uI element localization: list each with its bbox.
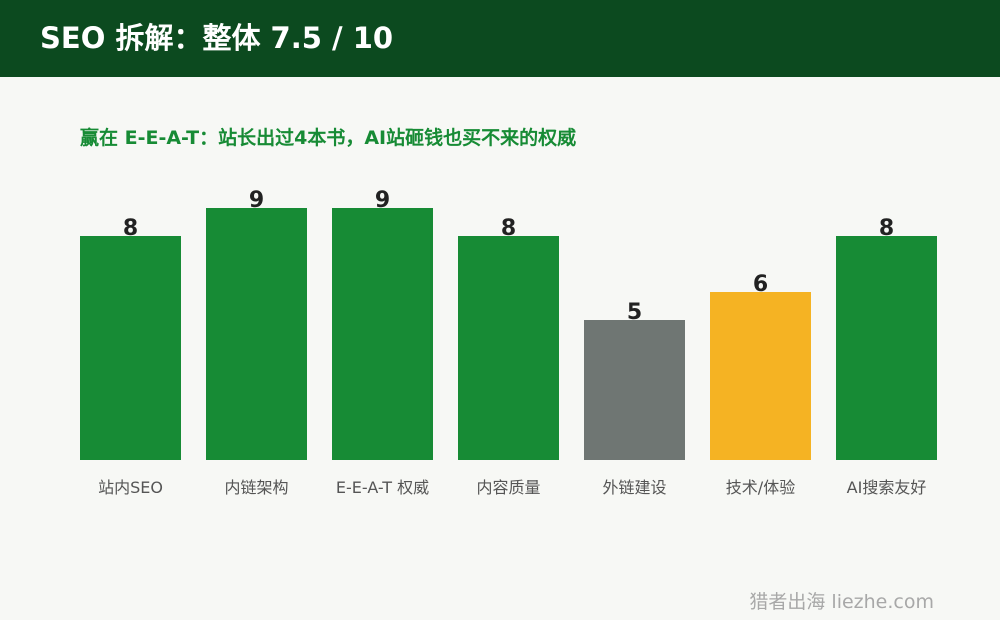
chart-subtitle: 赢在 E-E-A-T：站长出过4本书，AI站砸钱也买不来的权威 bbox=[80, 127, 577, 149]
bar-2 bbox=[206, 208, 307, 460]
bar-7 bbox=[836, 236, 937, 460]
value-label-6: 6 bbox=[753, 272, 768, 297]
header-bar: SEO 拆解：整体 7.5 / 10 bbox=[0, 0, 1000, 77]
bar-1 bbox=[80, 236, 181, 460]
category-label-5: 外链建设 bbox=[602, 478, 666, 497]
bar-6 bbox=[710, 292, 811, 460]
watermark: 猎者出海 liezhe.com bbox=[749, 591, 934, 613]
bar-4 bbox=[458, 236, 559, 460]
value-label-4: 8 bbox=[501, 216, 516, 241]
value-label-5: 5 bbox=[627, 300, 642, 325]
bar-5 bbox=[584, 320, 685, 460]
bar-3 bbox=[332, 208, 433, 460]
category-label-1: 站内SEO bbox=[98, 478, 163, 497]
category-label-3: E-E-A-T 权威 bbox=[336, 478, 429, 497]
value-label-7: 8 bbox=[879, 216, 894, 241]
category-label-6: 技术/体验 bbox=[726, 478, 795, 497]
category-label-7: AI搜索友好 bbox=[847, 478, 927, 497]
category-label-4: 内容质量 bbox=[476, 478, 540, 497]
value-label-1: 8 bbox=[123, 216, 138, 241]
value-label-3: 9 bbox=[375, 188, 390, 213]
value-label-2: 9 bbox=[249, 188, 264, 213]
page-title: SEO 拆解：整体 7.5 / 10 bbox=[40, 21, 394, 55]
category-label-2: 内链架构 bbox=[224, 478, 288, 497]
